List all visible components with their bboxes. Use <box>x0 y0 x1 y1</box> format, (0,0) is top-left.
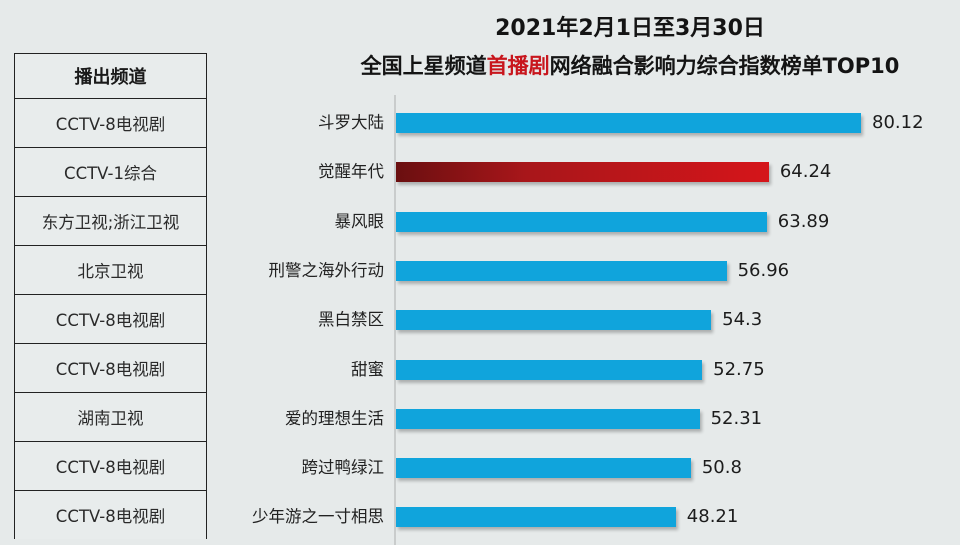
bar-row: 斗罗大陆 80.12 <box>0 112 960 134</box>
bar-category-label: 刑警之海外行动 <box>268 260 385 280</box>
bar-value-label: 64.24 <box>779 161 832 183</box>
channel-cell: CCTV-8电视剧 <box>15 343 206 392</box>
bar-row: 少年游之一寸相思 48.21 <box>0 506 960 528</box>
bar-category-label: 暴风眼 <box>334 211 385 231</box>
channel-cell: CCTV-8电视剧 <box>15 490 206 539</box>
bar-value-label: 48.21 <box>686 506 739 528</box>
bar <box>396 113 861 133</box>
channel-cell: CCTV-1综合 <box>15 147 206 196</box>
bar <box>396 507 676 528</box>
bar <box>396 408 700 429</box>
bar-category-label: 少年游之一寸相思 <box>252 507 384 527</box>
bar-row: 刑警之海外行动 56.96 <box>0 260 960 282</box>
bar-value-label: 50.8 <box>701 457 742 479</box>
channel-table: 播出频道 CCTV-8电视剧 CCTV-1综合 东方卫视;浙江卫视 北京卫视 C… <box>14 53 207 539</box>
bar <box>396 359 703 380</box>
channel-cell: 东方卫视;浙江卫视 <box>15 196 206 245</box>
bar-row: 跨过鸭绿江 50.8 <box>0 457 960 479</box>
bar <box>396 211 767 232</box>
channel-cell: CCTV-8电视剧 <box>15 441 206 490</box>
y-axis-line <box>394 95 396 545</box>
bar-value-label: 54.3 <box>722 309 763 331</box>
bar-row: 黑白禁区 54.3 <box>0 309 960 331</box>
channel-cell: 湖南卫视 <box>15 392 206 441</box>
bar-row: 甜蜜 52.75 <box>0 359 960 381</box>
title-suffix: 网络融合影响力综合指数榜单TOP10 <box>549 54 900 78</box>
bar-category-label: 爱的理想生活 <box>285 408 384 428</box>
bar-value-label: 52.31 <box>710 407 763 429</box>
bar <box>396 260 727 281</box>
bar-category-label: 觉醒年代 <box>318 162 384 182</box>
bar-value-label: 80.12 <box>872 112 924 133</box>
bar-value-label: 52.75 <box>713 358 765 380</box>
bar <box>396 458 691 479</box>
chart-title-main: 全国上星频道首播剧网络融合影响力综合指数榜单TOP10 <box>300 50 960 80</box>
bar-row: 觉醒年代 64.24 <box>0 161 960 183</box>
bar <box>396 310 712 331</box>
bar-row: 暴风眼 63.89 <box>0 211 960 233</box>
chart-title-date-range: 2021年2月1日至3月30日 <box>495 16 765 41</box>
title-highlight: 首播剧 <box>486 54 550 78</box>
title-prefix: 全国上星频道 <box>360 54 487 78</box>
channel-cell: CCTV-8电视剧 <box>15 98 206 147</box>
bar-category-label: 甜蜜 <box>351 359 384 379</box>
bar-value-label: 63.89 <box>777 210 830 232</box>
bar-category-label: 斗罗大陆 <box>318 113 384 132</box>
bar-category-label: 跨过鸭绿江 <box>301 458 385 478</box>
bar <box>396 162 769 183</box>
channel-cell: CCTV-8电视剧 <box>15 294 206 343</box>
bar-row: 爱的理想生活 52.31 <box>0 408 960 430</box>
channel-table-header: 播出频道 <box>15 53 206 98</box>
bar-value-label: 56.96 <box>737 259 790 281</box>
bar-category-label: 黑白禁区 <box>318 310 384 330</box>
channel-cell: 北京卫视 <box>15 245 206 294</box>
